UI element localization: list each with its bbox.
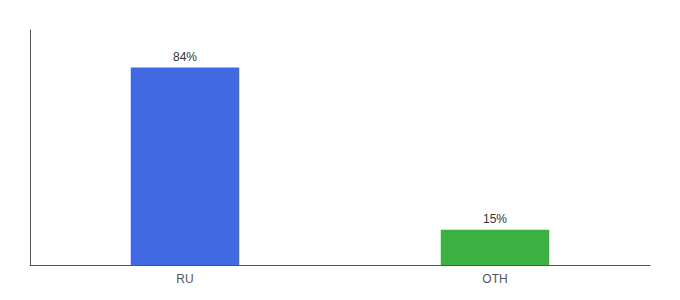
svg-text:OTH: OTH: [482, 272, 507, 286]
svg-text:RU: RU: [176, 272, 193, 286]
svg-text:84%: 84%: [173, 50, 197, 64]
svg-text:15%: 15%: [483, 212, 507, 226]
